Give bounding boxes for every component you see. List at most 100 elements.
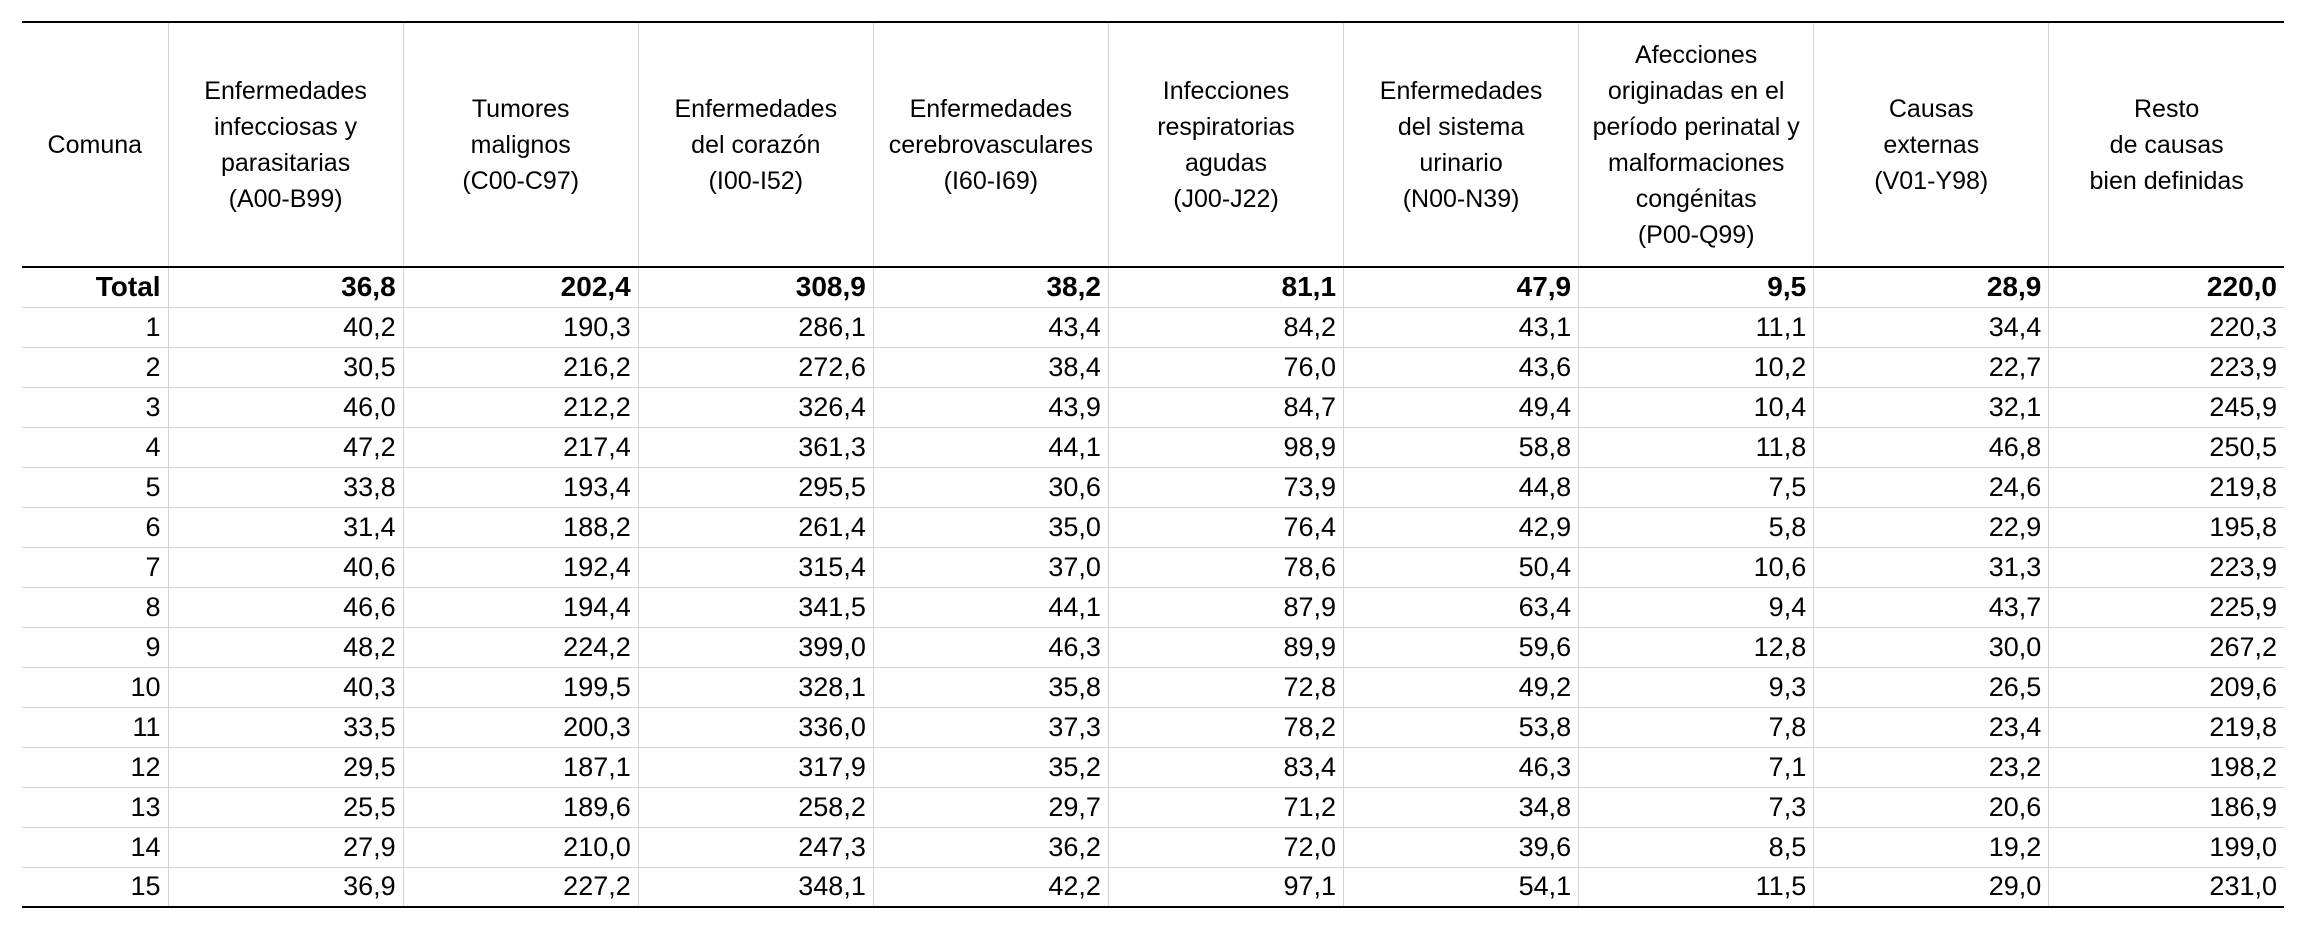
- value-cell: 31,3: [1813, 547, 2049, 588]
- value-cell: 199,0: [2048, 827, 2284, 868]
- table-row: 1 40,2 190,3 286,1 43,4 84,2 43,1 11,1 34,4 220,3: [22, 307, 2284, 348]
- table-row: 8 46,6 194,4 341,5 44,1 87,9 63,4 9,4 43,7 225,9: [22, 587, 2284, 628]
- comuna-number-cell: 4: [22, 427, 169, 468]
- value-cell: 267,2: [2048, 627, 2284, 668]
- value-cell: 10,6: [1578, 547, 1814, 588]
- value-cell: 7,8: [1578, 707, 1814, 748]
- comuna-number-cell: 7: [22, 547, 169, 588]
- table-row: 13 25,5 189,6 258,2 29,7 71,2 34,8 7,3 20,6 186,9: [22, 787, 2284, 828]
- table-row: 5 33,8 193,4 295,5 30,6 73,9 44,8 7,5 24,6 219,8: [22, 467, 2284, 508]
- value-cell: 9,3: [1578, 667, 1814, 708]
- value-cell: 48,2: [167, 627, 404, 668]
- value-cell: 20,6: [1813, 787, 2049, 828]
- value-cell: 195,8: [2048, 507, 2284, 548]
- value-cell: 44,1: [872, 427, 1109, 468]
- value-cell: 71,2: [1107, 787, 1344, 828]
- value-cell: 361,3: [637, 427, 874, 468]
- value-cell: 216,2: [402, 347, 639, 388]
- value-cell: 224,2: [402, 627, 639, 668]
- value-cell: 25,5: [167, 787, 404, 828]
- value-cell: 223,9: [2048, 547, 2284, 588]
- value-cell: 250,5: [2048, 427, 2284, 468]
- table-row: 2 30,5 216,2 272,6 38,4 76,0 43,6 10,2 22,7 223,9: [22, 347, 2284, 388]
- table-row: 3 46,0 212,2 326,4 43,9 84,7 49,4 10,4 32,1 245,9: [22, 387, 2284, 428]
- value-cell: 22,9: [1813, 507, 2049, 548]
- value-cell: 28,9: [1813, 267, 2049, 308]
- table-row: 12 29,5 187,1 317,9 35,2 83,4 46,3 7,1 23,2 198,2: [22, 747, 2284, 788]
- value-cell: 31,4: [167, 507, 404, 548]
- value-cell: 78,2: [1107, 707, 1344, 748]
- value-cell: 11,1: [1578, 307, 1814, 348]
- value-cell: 78,6: [1107, 547, 1344, 588]
- column-header-2: Tumores malignos (C00-C97): [402, 21, 639, 268]
- value-cell: 47,2: [167, 427, 404, 468]
- value-cell: 29,5: [167, 747, 404, 788]
- value-cell: 209,6: [2048, 667, 2284, 708]
- column-header-8: Causas externas (V01-Y98): [1813, 21, 2049, 268]
- value-cell: 35,0: [872, 507, 1109, 548]
- value-cell: 272,6: [637, 347, 874, 388]
- header-row: Comuna Enfermedades infecciosas y parasitar…: [22, 21, 2284, 268]
- column-header-3: Enfermedades del corazón (I00-I52): [637, 21, 874, 268]
- comuna-number-cell: 3: [22, 387, 169, 428]
- value-cell: 43,1: [1343, 307, 1579, 348]
- value-cell: 220,3: [2048, 307, 2284, 348]
- value-cell: 30,5: [167, 347, 404, 388]
- value-cell: 308,9: [637, 267, 874, 308]
- value-cell: 198,2: [2048, 747, 2284, 788]
- value-cell: 261,4: [637, 507, 874, 548]
- value-cell: 46,8: [1813, 427, 2049, 468]
- value-cell: 83,4: [1107, 747, 1344, 788]
- value-cell: 10,2: [1578, 347, 1814, 388]
- value-cell: 43,7: [1813, 587, 2049, 628]
- value-cell: 217,4: [402, 427, 639, 468]
- value-cell: 35,2: [872, 747, 1109, 788]
- value-cell: 199,5: [402, 667, 639, 708]
- comuna-number-cell: 8: [22, 587, 169, 628]
- comuna-number-cell: 1: [22, 307, 169, 348]
- value-cell: 43,9: [872, 387, 1109, 428]
- value-cell: 38,4: [872, 347, 1109, 388]
- value-cell: 72,8: [1107, 667, 1344, 708]
- value-cell: 46,6: [167, 587, 404, 628]
- value-cell: 47,9: [1343, 267, 1579, 308]
- table-row: 7 40,6 192,4 315,4 37,0 78,6 50,4 10,6 31,3 223,9: [22, 547, 2284, 588]
- column-header-4: Enfermedades cerebrovasculares (I60-I69): [872, 21, 1109, 268]
- value-cell: 24,6: [1813, 467, 2049, 508]
- value-cell: 46,3: [872, 627, 1109, 668]
- value-cell: 33,5: [167, 707, 404, 748]
- value-cell: 245,9: [2048, 387, 2284, 428]
- column-header-9: Resto de causas bien definidas: [2048, 21, 2284, 268]
- value-cell: 29,0: [1813, 867, 2049, 908]
- value-cell: 200,3: [402, 707, 639, 748]
- value-cell: 44,8: [1343, 467, 1579, 508]
- value-cell: 11,5: [1578, 867, 1814, 908]
- table-row: 10 40,3 199,5 328,1 35,8 72,8 49,2 9,3 26,5 209,6: [22, 667, 2284, 708]
- value-cell: 219,8: [2048, 467, 2284, 508]
- value-cell: 192,4: [402, 547, 639, 588]
- value-cell: 328,1: [637, 667, 874, 708]
- value-cell: 23,4: [1813, 707, 2049, 748]
- value-cell: 202,4: [402, 267, 639, 308]
- value-cell: 188,2: [402, 507, 639, 548]
- value-cell: 186,9: [2048, 787, 2284, 828]
- value-cell: 84,2: [1107, 307, 1344, 348]
- value-cell: 73,9: [1107, 467, 1344, 508]
- comuna-number-cell: 11: [22, 707, 169, 748]
- comuna-number-cell: 14: [22, 827, 169, 868]
- value-cell: 89,9: [1107, 627, 1344, 668]
- value-cell: 23,2: [1813, 747, 2049, 788]
- value-cell: 63,4: [1343, 587, 1579, 628]
- value-cell: 227,2: [402, 867, 639, 908]
- comuna-number-cell: 5: [22, 467, 169, 508]
- value-cell: 223,9: [2048, 347, 2284, 388]
- value-cell: 35,8: [872, 667, 1109, 708]
- value-cell: 193,4: [402, 467, 639, 508]
- value-cell: 5,8: [1578, 507, 1814, 548]
- value-cell: 40,3: [167, 667, 404, 708]
- comuna-number-cell: 13: [22, 787, 169, 828]
- comuna-number-cell: 9: [22, 627, 169, 668]
- value-cell: 46,0: [167, 387, 404, 428]
- value-cell: 50,4: [1343, 547, 1579, 588]
- value-cell: 247,3: [637, 827, 874, 868]
